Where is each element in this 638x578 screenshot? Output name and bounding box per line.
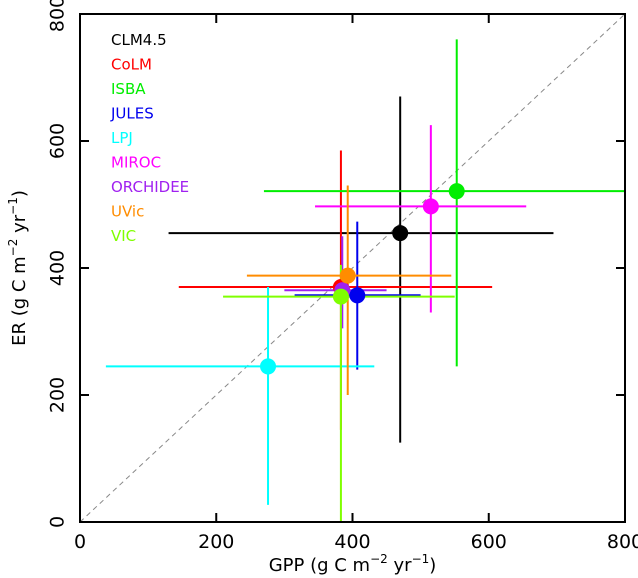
- x-tick-label: 400: [334, 531, 370, 553]
- y-title-main: ER (g C m: [9, 256, 30, 346]
- legend-orchidee: ORCHIDEE: [111, 178, 189, 196]
- legend-lpj: LPJ: [111, 129, 133, 147]
- x-title-sup2: −1: [412, 552, 430, 566]
- legend: CLM4.5 CoLM ISBA JULES LPJ MIROC ORCHIDEE UVic V…: [110, 31, 189, 245]
- point-miroc: [422, 198, 439, 215]
- legend-colm: CoLM: [111, 56, 152, 74]
- x-tick-label: 800: [607, 531, 638, 553]
- y-tick-label: 200: [47, 377, 69, 413]
- legend-jules: JULES: [110, 105, 154, 123]
- y-axis-title: ER (g C m−2 yr−1): [6, 190, 30, 346]
- y-tick-label: 800: [47, 0, 69, 32]
- point-uvic: [339, 267, 356, 284]
- y-tick-label: 0: [47, 516, 69, 528]
- point-clm4-5: [392, 225, 409, 242]
- x-tick-label: 200: [198, 531, 234, 553]
- legend-isba: ISBA: [111, 80, 146, 98]
- point-jules: [349, 287, 366, 304]
- x-title-sup1: −2: [370, 552, 388, 566]
- x-title-end: ): [429, 555, 436, 576]
- x-axis-title: GPP (g C m−2 yr−1): [269, 552, 437, 576]
- error-bars: [105, 39, 625, 522]
- plot-layer: [79, 13, 626, 523]
- data-points: [260, 183, 465, 375]
- x-title-main: GPP (g C m: [269, 555, 370, 576]
- y-tick-label: 400: [47, 250, 69, 286]
- x-tick-label: 600: [471, 531, 507, 553]
- y-title-end: ): [9, 190, 30, 197]
- x-tick-label: 0: [74, 531, 86, 553]
- x-title-mid: yr: [388, 555, 412, 576]
- y-title-mid: yr: [9, 214, 30, 238]
- legend-vic: VIC: [111, 227, 136, 245]
- legend-miroc: MIROC: [111, 154, 161, 172]
- x-axis-ticks: 0 200 400 600 800: [74, 14, 638, 553]
- y-title-sup2: −1: [6, 197, 20, 215]
- legend-clm4-5: CLM4.5: [111, 31, 167, 49]
- one-to-one-line: [79, 13, 626, 523]
- point-lpj: [260, 358, 277, 375]
- point-isba: [448, 183, 465, 200]
- y-axis-ticks: 0 200 400 600 800: [47, 0, 625, 528]
- y-title-sup1: −2: [6, 239, 20, 257]
- point-vic: [332, 288, 349, 305]
- legend-uvic: UVic: [111, 203, 144, 221]
- y-tick-label: 600: [47, 123, 69, 159]
